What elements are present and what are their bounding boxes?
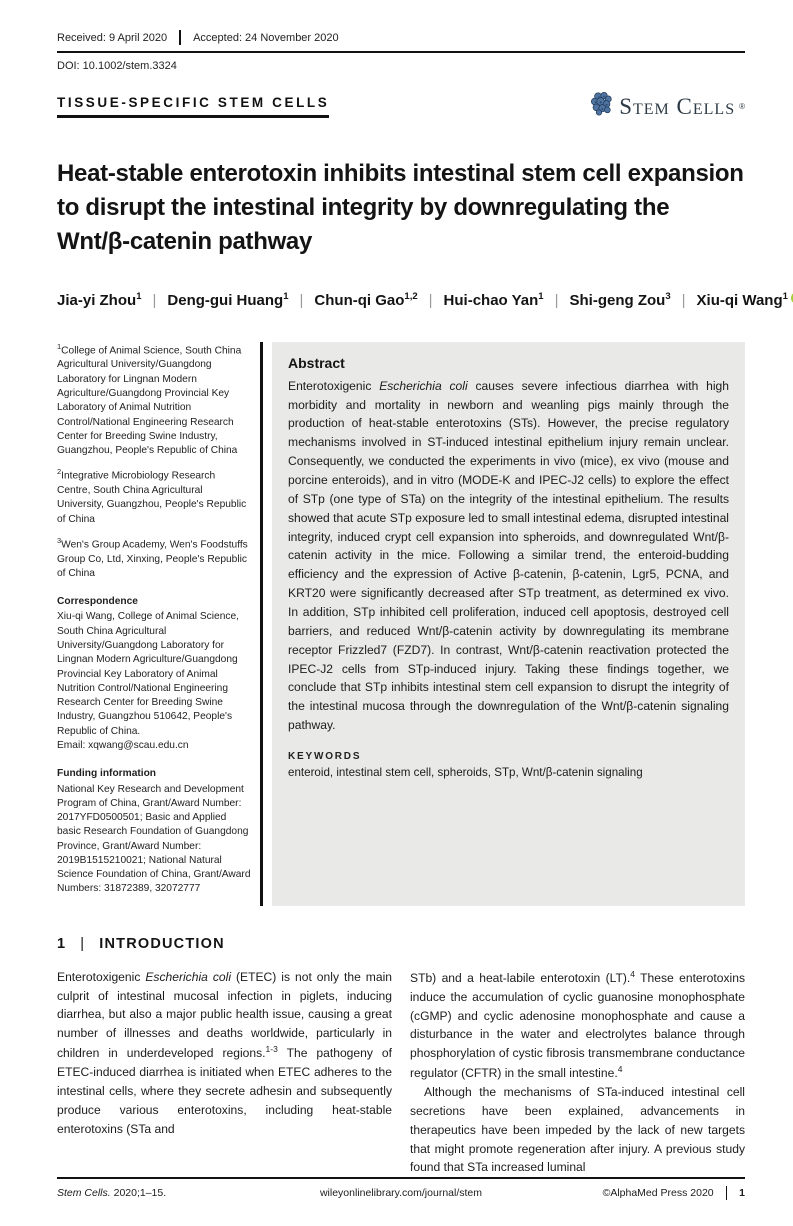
- page-footer: Stem Cells. 2020;1–15. wileyonlinelibrar…: [57, 1177, 745, 1201]
- page-number: 1: [739, 1187, 745, 1200]
- footer-url[interactable]: wileyonlinelibrary.com/journal/stem: [319, 1187, 483, 1200]
- cell-cluster-icon: [588, 90, 615, 123]
- author-list: Jia-yi Zhou1 | Deng-gui Huang1 | Chun-qi Gao…: [57, 287, 793, 316]
- affiliation-3: 3Wen's Group Academy, Wen's Foodstuffs G…: [57, 535, 248, 579]
- keywords-list: enteroid, intestinal stem cell, spheroid…: [288, 766, 643, 780]
- author: Deng-gui Huang1: [167, 291, 289, 310]
- keywords-heading: KEYWORDS: [288, 751, 362, 763]
- title-line: Wnt/β-catenin pathway: [57, 228, 313, 256]
- footer-right: ©AlphaMed Press 2020 1: [516, 1186, 745, 1201]
- email-link[interactable]: xqwang@scau.edu.cn: [88, 739, 189, 751]
- doi: DOI: 10.1002/stem.3324: [57, 60, 177, 72]
- body-column-right: STb) and a heat-labile enterotoxin (LT).…: [410, 968, 745, 1178]
- affiliation-sup: 1: [782, 291, 788, 303]
- section-row: TISSUE-SPECIFIC STEM CELLS: [57, 90, 745, 123]
- funding-text: National Key Research and Development Pr…: [57, 783, 251, 895]
- footer-citation: Stem Cells. 2020;1–15.: [57, 1187, 167, 1200]
- abstract-heading: Abstract: [288, 354, 345, 371]
- author-separator: |: [299, 292, 304, 310]
- footer-journal-name: Stem Cells.: [57, 1187, 111, 1200]
- author: Xiu-qi Wang1iD: [697, 291, 793, 309]
- intro-paragraph-2: Although the mechanisms of STa-induced i…: [410, 1084, 745, 1175]
- affiliation-sup: 1,2: [404, 291, 418, 303]
- affiliation-sup: 1: [538, 291, 544, 303]
- author: Jia-yi Zhou1: [57, 291, 142, 310]
- section-heading-pipe: |: [80, 935, 86, 952]
- title-line: Heat-stable enterotoxin inhibits intesti…: [57, 160, 744, 187]
- author-separator: |: [554, 292, 559, 310]
- stem-cells-logo: Stem Cells ®: [588, 90, 745, 123]
- species-name-italic: Escherichia coli: [145, 969, 232, 984]
- accepted-date: Accepted: 24 November 2020: [193, 31, 339, 44]
- citation-ref[interactable]: 1-3: [265, 1044, 278, 1055]
- email-label: Email:: [57, 739, 89, 751]
- intro-paragraph-1: Enterotoxigenic Escherichia coli (ETEC) …: [57, 969, 392, 1136]
- meta-divider: [179, 30, 182, 45]
- intro-paragraph-1-cont: STb) and a heat-labile enterotoxin (LT).…: [410, 968, 746, 1081]
- article-info-sidebar: 1College of Animal Science, South China …: [57, 342, 257, 906]
- funding-heading: Funding information: [57, 768, 157, 780]
- affiliation-2: 2Integrative Microbiology Research Centr…: [57, 467, 247, 525]
- species-name-italic: Escherichia coli: [379, 378, 468, 393]
- section-number: 1: [57, 935, 67, 952]
- affiliation-1: 1College of Animal Science, South China …: [57, 341, 242, 457]
- registered-mark: ®: [739, 102, 745, 111]
- abstract-box: Abstract Enterotoxigenic Escherichia col…: [272, 341, 745, 906]
- article-title: Heat-stable enterotoxin inhibits intesti…: [57, 157, 745, 259]
- section-heading-text: INTRODUCTION: [99, 935, 225, 952]
- author: Chun-qi Gao1,2: [314, 291, 418, 310]
- correspondence-heading: Correspondence: [57, 596, 138, 608]
- author-separator: |: [681, 292, 686, 310]
- sidebar-abstract-divider: [260, 341, 263, 906]
- author-separator: |: [428, 292, 433, 310]
- author: Hui-chao Yan1: [443, 291, 544, 310]
- title-line: to disrupt the intestinal integrity by d…: [57, 194, 670, 222]
- footer-divider: [725, 1186, 728, 1201]
- body-column-left: Enterotoxigenic Escherichia coli (ETEC) …: [57, 968, 392, 1178]
- received-accepted-row: Received: 9 April 2020 Accepted: 24 Nove…: [57, 30, 745, 51]
- footer-copyright: ©AlphaMed Press 2020: [602, 1187, 714, 1200]
- received-date: Received: 9 April 2020: [57, 31, 168, 44]
- body-columns: Enterotoxigenic Escherichia coli (ETEC) …: [57, 968, 745, 1178]
- abstract-text: Enterotoxigenic Escherichia coli causes …: [288, 378, 729, 733]
- author: Shi-geng Zou3: [569, 291, 671, 310]
- affiliation-sup: 1: [283, 291, 289, 303]
- orcid-icon[interactable]: iD: [790, 292, 793, 305]
- journal-name: Stem Cells: [619, 93, 736, 119]
- affiliation-sup: 1: [136, 291, 142, 303]
- abstract-section: 1College of Animal Science, South China …: [57, 341, 745, 906]
- citation-ref[interactable]: 4: [630, 968, 635, 979]
- header-rule: [57, 51, 745, 53]
- section-heading-introduction: 1 | INTRODUCTION: [57, 936, 745, 952]
- correspondence-text: Xiu-qi Wang, College of Animal Science, …: [57, 611, 239, 751]
- author-separator: |: [152, 292, 157, 310]
- affiliation-sup: 3: [665, 291, 671, 303]
- article-category-label: TISSUE-SPECIFIC STEM CELLS: [57, 95, 330, 118]
- citation-ref[interactable]: 4: [617, 1064, 623, 1075]
